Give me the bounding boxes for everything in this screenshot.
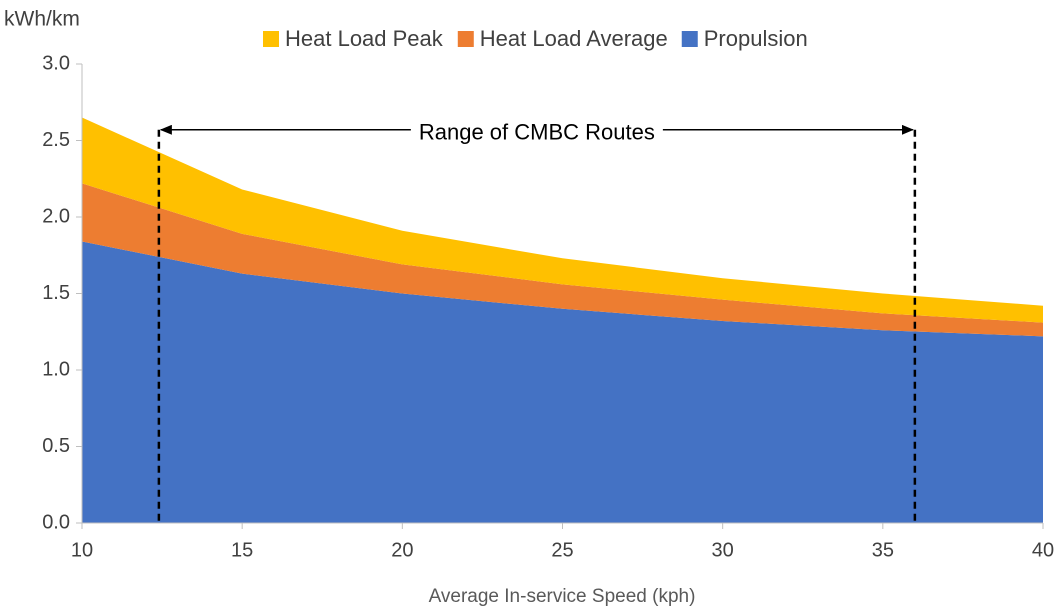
x-tick-label: 40 xyxy=(1032,539,1054,561)
y-tick-label: 2.5 xyxy=(42,129,70,151)
legend-swatch xyxy=(457,31,474,47)
legend-swatch xyxy=(263,31,279,47)
y-tick-label: 0.0 xyxy=(42,511,70,533)
y-tick-label: 0.5 xyxy=(42,435,70,457)
area xyxy=(82,241,1043,524)
annotation-bg xyxy=(410,126,663,133)
y-tick-label: 1.5 xyxy=(42,282,70,304)
x-tick-label: 10 xyxy=(71,539,93,561)
x-tick-label: 30 xyxy=(712,539,734,561)
y-axis-label: kWh/km xyxy=(4,8,80,31)
x-tick-label: 25 xyxy=(551,539,573,561)
x-tick-label: 15 xyxy=(231,539,253,561)
legend-label: Propulsion xyxy=(704,26,808,51)
y-tick-label: 2.0 xyxy=(42,205,70,227)
x-axis-label: Average In-service Speed (kph) xyxy=(429,586,696,607)
legend-label: Heat Load Average xyxy=(480,26,668,51)
area xyxy=(82,183,1043,337)
area xyxy=(82,117,1043,323)
y-tick-label: 3.0 xyxy=(42,52,70,74)
x-tick-label: 35 xyxy=(872,539,894,561)
y-tick-label: 1.0 xyxy=(42,358,70,380)
x-tick-label: 20 xyxy=(391,539,413,561)
legend-swatch xyxy=(681,31,698,47)
annotation-text: Range of CMBC Routes xyxy=(419,120,655,145)
legend-label: Heat Load Peak xyxy=(285,26,444,51)
